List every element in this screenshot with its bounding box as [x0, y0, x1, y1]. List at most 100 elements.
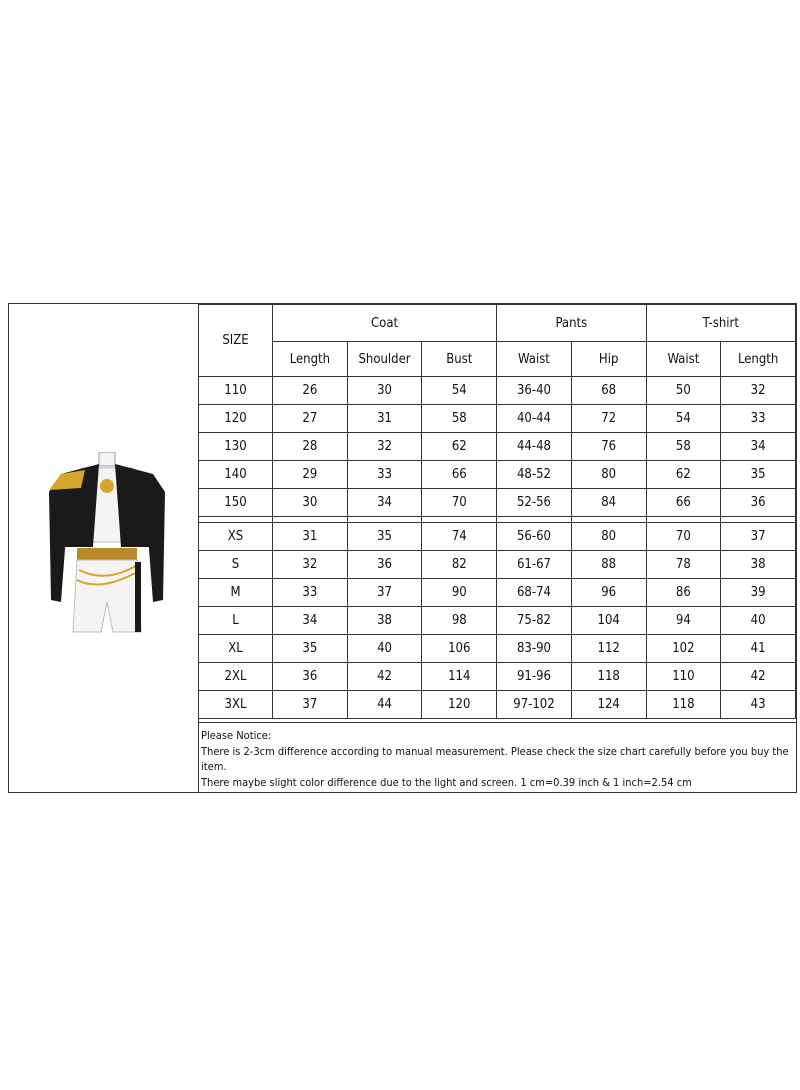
measurement-cell: 34: [720, 432, 796, 461]
measurement-cell: 37: [272, 690, 348, 719]
column-header: Waist: [496, 341, 572, 377]
table-row: S 32 36 82 61-67 88 78 38: [198, 550, 796, 579]
measurement-cell: 33: [272, 578, 348, 607]
measurement-cell: 62: [645, 460, 722, 489]
group-header-coat: Coat: [271, 304, 498, 342]
measurement-cell: 40-44: [496, 404, 572, 433]
measurement-cell: 106: [421, 634, 498, 663]
measurement-cell: 70: [645, 522, 722, 551]
measurement-cell: 36: [272, 662, 348, 691]
measurement-cell: 37: [720, 522, 796, 551]
measurement-cell: 90: [421, 578, 498, 607]
measurement-cell: 120: [421, 690, 498, 719]
measurement-cell: 56-60: [496, 522, 572, 551]
measurement-cell: 34: [272, 606, 348, 635]
measurement-cell: 43: [720, 690, 796, 719]
measurement-cell: 80: [570, 522, 647, 551]
measurement-cell: 38: [346, 606, 423, 635]
table-row: XS 31 35 74 56-60 80 70 37: [198, 522, 796, 551]
measurement-cell: 28: [272, 432, 348, 461]
column-header: Hip: [570, 341, 647, 377]
measurement-cell: 48-52: [496, 460, 572, 489]
measurement-cell: 88: [570, 550, 647, 579]
notice-line: There is 2-3cm difference according to m…: [201, 744, 789, 774]
measurement-cell: 44: [346, 690, 423, 719]
measurement-cell: 110: [645, 662, 722, 691]
size-cell: 140: [198, 460, 273, 489]
measurement-cell: 124: [570, 690, 647, 719]
group-header-pants: Pants: [496, 304, 647, 342]
measurement-cell: 66: [645, 488, 722, 517]
measurement-cell: 33: [346, 460, 423, 489]
measurement-cell: 54: [421, 376, 498, 405]
measurement-cell: 54: [645, 404, 722, 433]
measurement-cell: 112: [570, 634, 647, 663]
measurement-cell: 32: [272, 550, 348, 579]
measurement-cell: 118: [645, 690, 722, 719]
column-header: Length: [720, 341, 796, 377]
table-row: 130 28 32 62 44-48 76 58 34: [198, 432, 796, 461]
kids-rows: 110 26 30 54 36-40 68 50 32 120 27 31 58 40-44 72 54 33…: [198, 376, 796, 517]
measurement-cell: 42: [346, 662, 423, 691]
measurement-cell: 42: [720, 662, 796, 691]
product-image-cell: [9, 304, 199, 792]
adult-rows: XS 31 35 74 56-60 80 70 37 S 32 36 82 61-67 88 78 38 M 33…: [198, 522, 796, 719]
measurement-cell: 32: [346, 432, 423, 461]
size-cell: 150: [198, 488, 273, 517]
measurement-cell: 34: [346, 488, 423, 517]
column-header: Shoulder: [346, 341, 423, 377]
size-cell: XS: [198, 522, 273, 551]
size-cell: 2XL: [198, 662, 273, 691]
measurement-cell: 104: [570, 606, 647, 635]
measurement-cell: 91-96: [496, 662, 572, 691]
measurement-cell: 52-56: [496, 488, 572, 517]
measurement-cell: 94: [645, 606, 722, 635]
size-cell: S: [198, 550, 273, 579]
measurement-cell: 74: [421, 522, 498, 551]
notice-box: Please Notice: There is 2-3cm difference…: [198, 722, 796, 792]
measurement-cell: 35: [272, 634, 348, 663]
column-header: Bust: [421, 341, 498, 377]
measurement-cell: 27: [272, 404, 348, 433]
measurement-cell: 96: [570, 578, 647, 607]
measurement-cell: 41: [720, 634, 796, 663]
measurement-cell: 39: [720, 578, 796, 607]
size-cell: 130: [198, 432, 273, 461]
measurement-cell: 86: [645, 578, 722, 607]
measurement-cell: 97-102: [496, 690, 572, 719]
measurement-cell: 31: [272, 522, 348, 551]
table-row: 120 27 31 58 40-44 72 54 33: [198, 404, 796, 433]
measurement-cell: 31: [346, 404, 423, 433]
table-row: M 33 37 90 68-74 96 86 39: [198, 578, 796, 607]
measurement-cell: 76: [570, 432, 647, 461]
table-row: 140 29 33 66 48-52 80 62 35: [198, 460, 796, 489]
size-cell: 120: [198, 404, 273, 433]
notice-line: There maybe slight color difference due …: [201, 775, 692, 789]
measurement-cell: 30: [272, 488, 348, 517]
measurement-cell: 38: [720, 550, 796, 579]
measurement-cell: 40: [720, 606, 796, 635]
measurement-cell: 62: [421, 432, 498, 461]
measurement-cell: 35: [720, 460, 796, 489]
measurement-cell: 40: [346, 634, 423, 663]
measurement-cell: 44-48: [496, 432, 572, 461]
measurement-cell: 72: [570, 404, 647, 433]
size-header: SIZE: [198, 304, 273, 377]
measurement-cell: 84: [570, 488, 647, 517]
measurement-cell: 29: [272, 460, 348, 489]
measurement-cell: 26: [272, 376, 348, 405]
measurement-cell: 30: [346, 376, 423, 405]
measurement-cell: 58: [645, 432, 722, 461]
size-chart-frame: SIZE Coat Pants T-shirt Length Shoulder …: [8, 303, 797, 793]
measurement-cell: 33: [720, 404, 796, 433]
measurement-cell: 75-82: [496, 606, 572, 635]
size-cell: XL: [198, 634, 273, 663]
size-cell: 110: [198, 376, 273, 405]
measurement-cell: 37: [346, 578, 423, 607]
group-header-tshirt: T-shirt: [645, 304, 797, 342]
measurement-cell: 32: [720, 376, 796, 405]
table-row: 110 26 30 54 36-40 68 50 32: [198, 376, 796, 405]
measurement-cell: 83-90: [496, 634, 572, 663]
measurement-cell: 80: [570, 460, 647, 489]
table-row: 150 30 34 70 52-56 84 66 36: [198, 488, 796, 517]
